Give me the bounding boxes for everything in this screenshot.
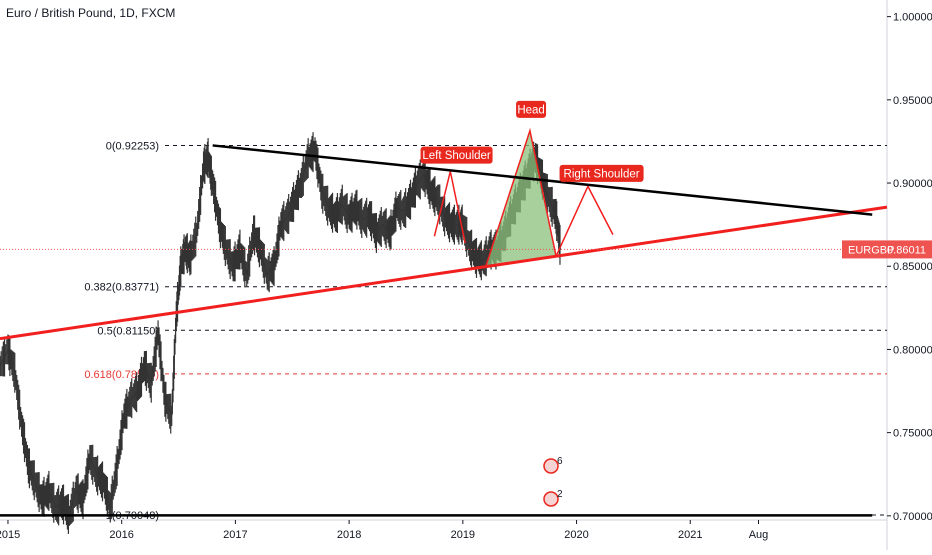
y-tick-label: 0.95000 [893, 95, 932, 107]
y-tick-label: 0.90000 [893, 178, 932, 190]
event-badge-icon [543, 458, 559, 474]
y-tick-label: 0.85000 [893, 261, 932, 273]
y-tick-label: 1.00000 [893, 12, 932, 24]
fib-level-label: 0(0.92253) [106, 141, 159, 153]
chart-title: Euro / British Pound, 1D, FXCM [6, 6, 176, 20]
x-tick-label: Aug [749, 529, 769, 541]
x-tick-label: 2016 [109, 529, 133, 541]
resistance-trendline [212, 144, 873, 216]
x-tick-label: 2018 [337, 529, 361, 541]
pattern-label: Left Shoulder [422, 150, 491, 162]
event-badge-count: 6 [557, 456, 563, 467]
support-trendline [0, 205, 888, 341]
fib-level-label: 0.382(0.83771) [84, 282, 159, 294]
x-tick-label: 2020 [564, 529, 588, 541]
price-tag-value: 0.86011 [887, 244, 926, 256]
event-badge-count: 2 [557, 489, 563, 500]
pattern-label-box [516, 100, 547, 118]
x-tick-label: 2017 [223, 529, 247, 541]
x-tick-label: 2015 [0, 529, 20, 541]
price-tag-box [842, 240, 932, 259]
x-tick-label: 2021 [678, 529, 702, 541]
x-tick-label: 2019 [451, 529, 475, 541]
price-line [0, 148, 562, 518]
pattern-label: Head [517, 104, 545, 116]
event-badge-icon [543, 491, 559, 507]
y-tick-label: 0.75000 [893, 428, 932, 440]
pattern-label-box [559, 164, 644, 182]
y-tick-label: 0.80000 [893, 344, 932, 356]
pattern-label-box [420, 146, 493, 164]
price-tag-symbol: EURGBP [848, 244, 894, 256]
right-shoulder-outline [555, 184, 614, 257]
fib-level-label: 0.5(0.81150) [97, 325, 159, 337]
pattern-label: Right Shoulder [564, 168, 640, 180]
y-tick-label: 0.70000 [893, 511, 932, 523]
